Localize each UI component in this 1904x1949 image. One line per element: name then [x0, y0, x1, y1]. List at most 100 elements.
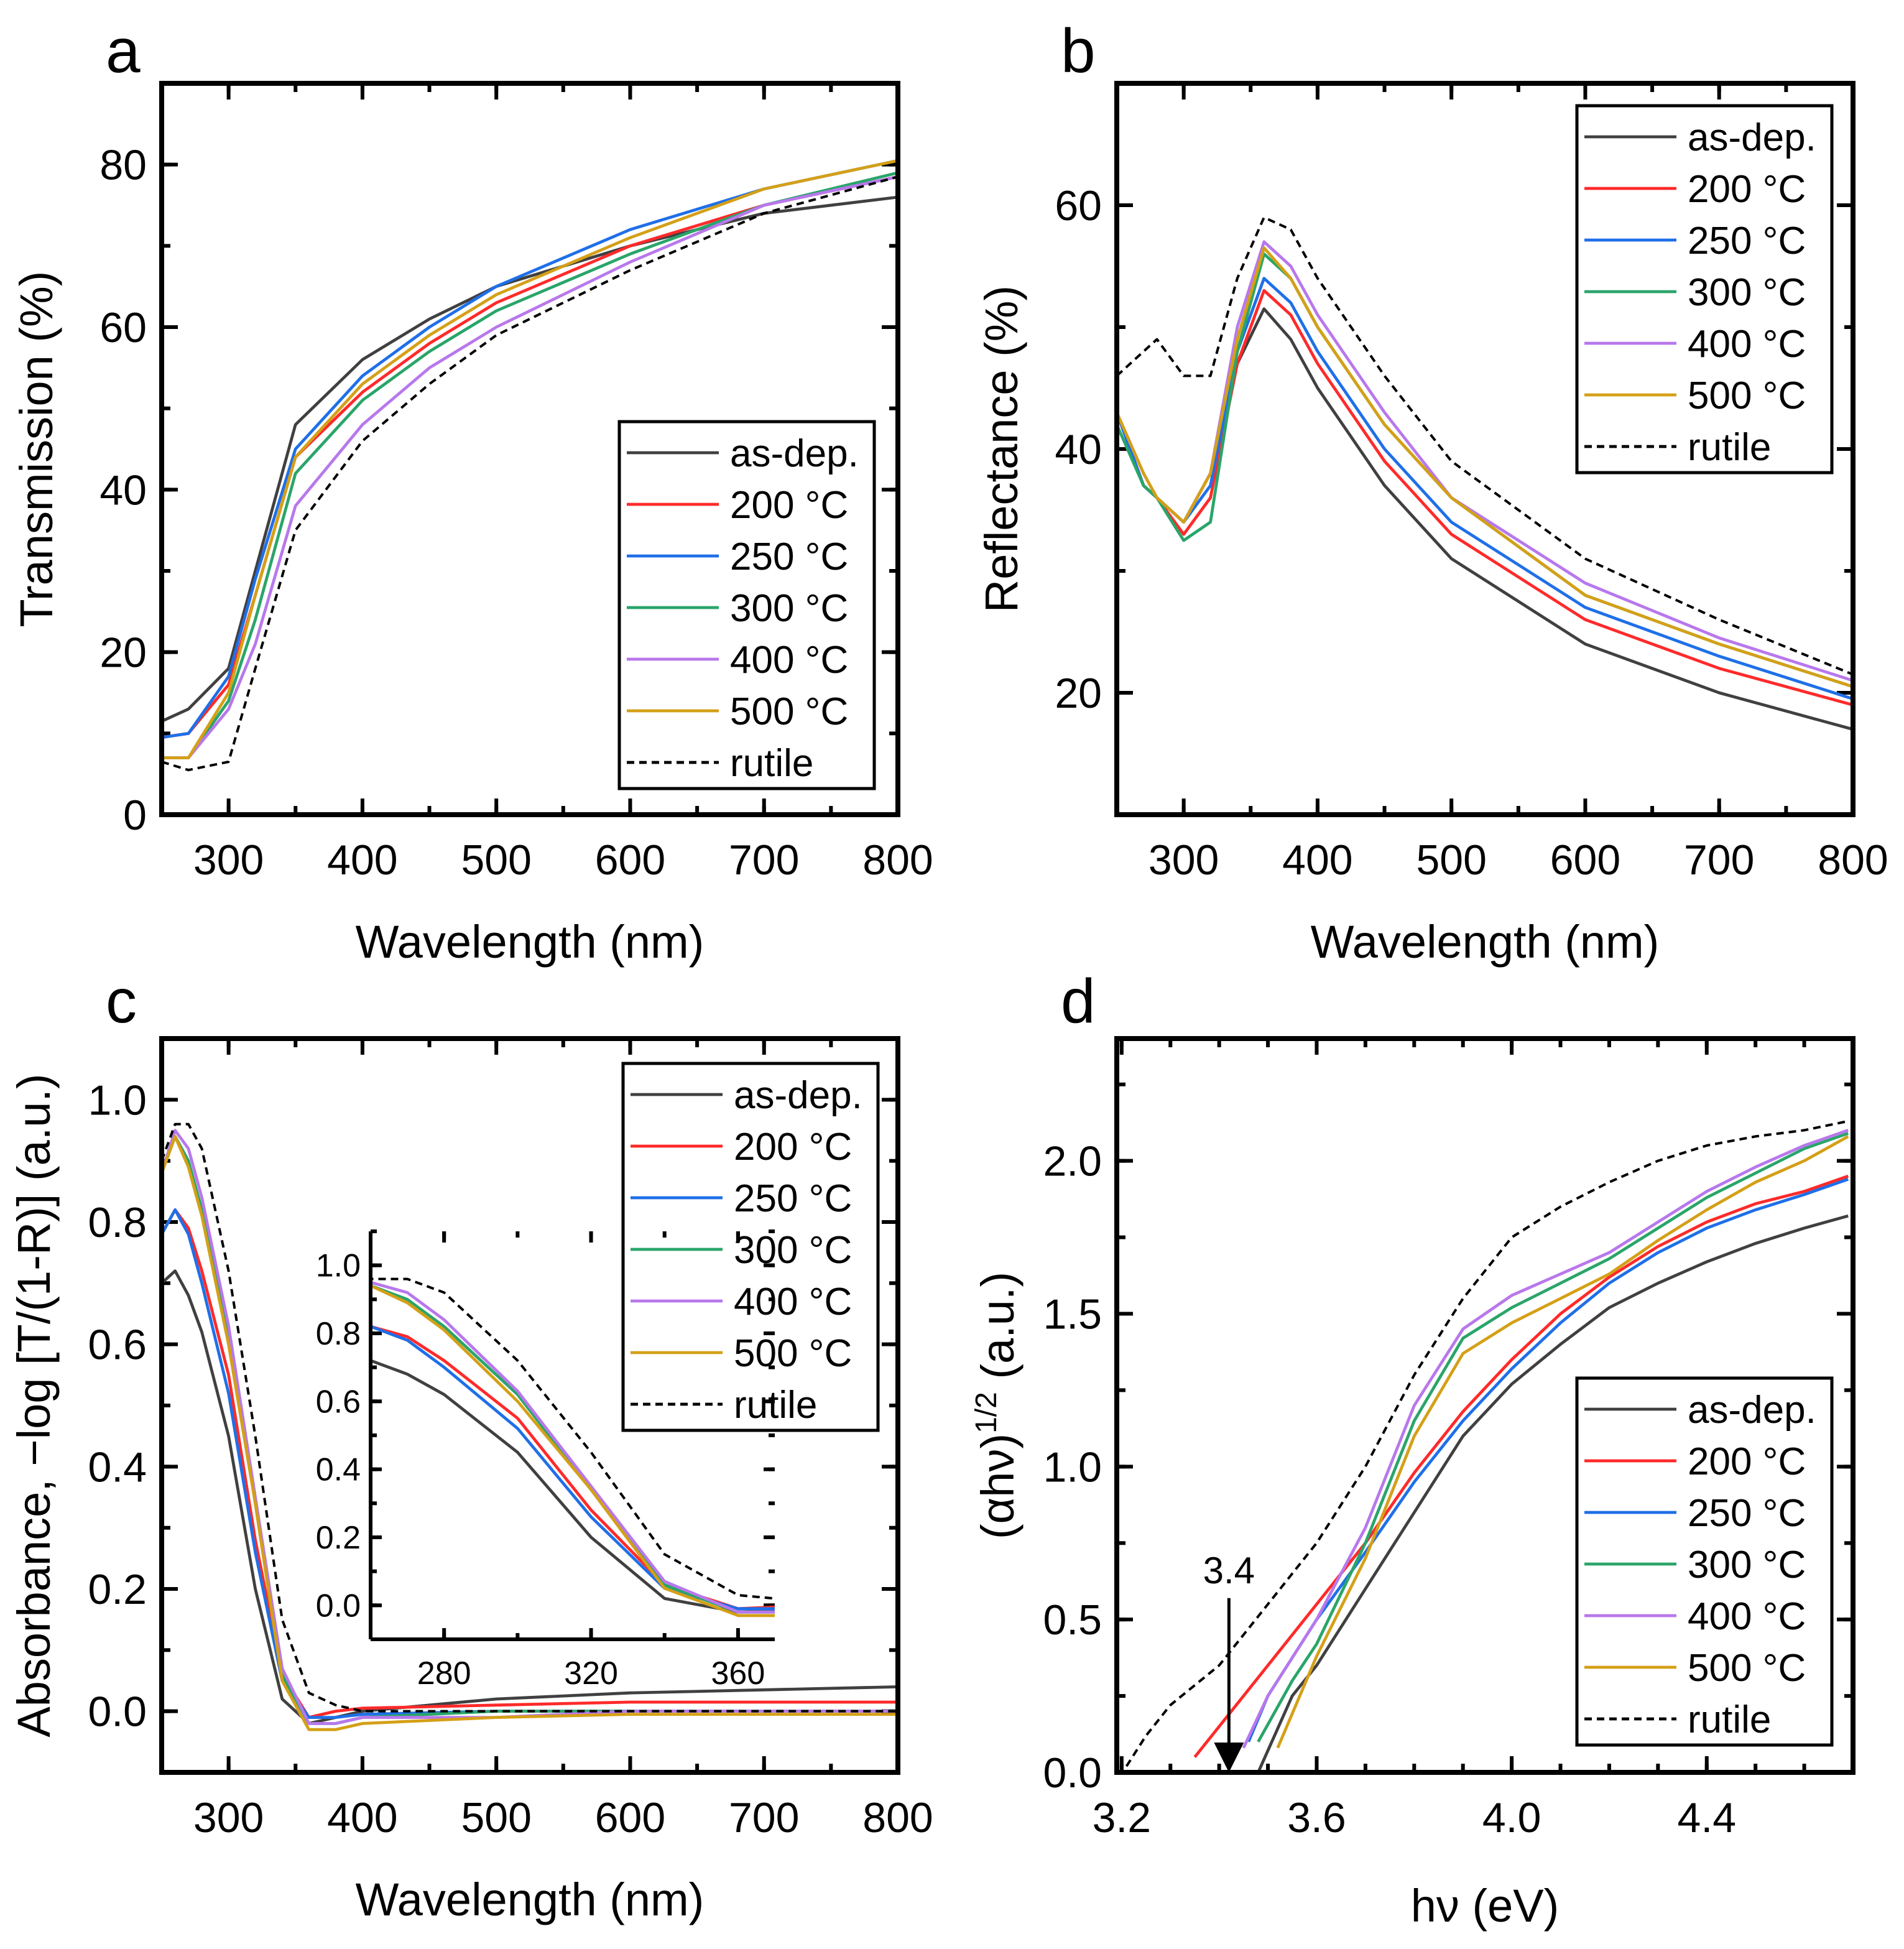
x-tick-label: 700	[1684, 836, 1754, 884]
legend-entry: rutile	[1688, 1698, 1771, 1741]
y-tick-label: 0.8	[316, 1316, 361, 1352]
y-axis-label: (αhν)1/2 (a.u.)	[970, 1272, 1024, 1539]
legend-entry: 300 °C	[1688, 1544, 1806, 1586]
y-tick-label: 1.0	[88, 1076, 147, 1124]
x-axis-label: Wavelength (nm)	[1311, 916, 1660, 968]
y-tick-label: 0.8	[88, 1199, 147, 1246]
y-tick-label: 0.6	[88, 1322, 147, 1369]
series-line-300-c	[1257, 1132, 1849, 1743]
legend-entry: 200 °C	[730, 484, 848, 527]
x-tick-label: 800	[1818, 836, 1888, 884]
legend-entry: 200 °C	[1688, 1440, 1806, 1483]
series-line-500-c	[1117, 246, 1853, 688]
y-tick-label: 60	[1055, 182, 1102, 229]
legend-box	[617, 420, 876, 790]
legend-entry: 200 °C	[734, 1126, 852, 1169]
series-line-250-c	[1247, 1177, 1849, 1743]
series-line-400-c	[162, 175, 898, 759]
legend-entry: 400 °C	[730, 639, 848, 682]
annotation-label: 3.4	[1203, 1550, 1255, 1591]
x-tick-label: 800	[862, 1794, 933, 1841]
legend-entry: 500 °C	[734, 1332, 852, 1375]
y-tick-label: 20	[1055, 670, 1102, 717]
series-line-500-c	[162, 1135, 898, 1731]
legend-entry: 250 °C	[1688, 220, 1806, 262]
y-tick-label: 0.0	[88, 1688, 147, 1736]
x-tick-label: 300	[193, 836, 264, 884]
y-tick-label: 60	[99, 304, 147, 351]
x-tick-label: 400	[327, 1794, 397, 1841]
legend: as-dep. 200 °C 250 °C 300 °C 400 °C 500 °C rut…	[617, 420, 876, 790]
series-group	[162, 159, 898, 772]
y-tick-label: 40	[99, 466, 147, 514]
x-tick-label: 800	[862, 836, 933, 884]
legend-box	[1575, 1376, 1834, 1747]
x-axis-label: Wavelength (nm)	[356, 916, 705, 968]
x-tick-label: 300	[193, 1794, 264, 1841]
plot-frame	[159, 81, 900, 817]
series-group	[1125, 1119, 1849, 1772]
legend-entry: 200 °C	[1688, 168, 1806, 211]
x-tick-label: 700	[729, 1794, 799, 1841]
legend-entry: 300 °C	[734, 1229, 852, 1272]
legend-entry: 500 °C	[730, 690, 848, 733]
annotation-arrow-head	[1214, 1743, 1244, 1772]
plot-frame	[159, 1036, 900, 1775]
x-tick-label: 3.6	[1287, 1794, 1346, 1841]
series-line-400-c	[1242, 1129, 1849, 1749]
panel-letter: d	[1061, 966, 1096, 1036]
x-tick-label: 400	[1282, 836, 1352, 884]
x-tick-label: 4.4	[1678, 1794, 1737, 1841]
series-line-rutile	[162, 175, 898, 772]
x-tick-label: 700	[729, 836, 799, 884]
y-tick-label: 0.4	[88, 1443, 147, 1491]
panel-b: b 300 400 500 600 700 800 20 40 60 Wavelength (nm)…	[976, 16, 1888, 968]
y-tick-label: 20	[99, 629, 147, 677]
x-tick-label: 500	[461, 836, 531, 884]
plot-frame	[1114, 81, 1855, 817]
series-line-as-dep	[1257, 1214, 1849, 1772]
y-tick-label: 1.5	[1043, 1291, 1102, 1338]
y-tick-label: 0.0	[1043, 1749, 1102, 1797]
series-line-rutile	[371, 1277, 775, 1600]
series-line-250-c	[162, 159, 898, 739]
series-line-400-c	[371, 1280, 775, 1614]
y-tick-label: 1.0	[316, 1248, 361, 1284]
legend-entry: as-dep.	[1688, 1389, 1816, 1432]
legend-box	[621, 1062, 880, 1432]
x-tick-label: 500	[461, 1794, 531, 1841]
series-line-300-c	[162, 171, 898, 759]
series-line-as-dep	[162, 1269, 898, 1725]
legend-entry: as-dep.	[730, 432, 859, 475]
y-axis-label: Absorbance, −log [T/(1-R)] (a.u.)	[8, 1073, 60, 1737]
panel-letter: c	[106, 966, 137, 1036]
legend-entry: as-dep.	[1688, 116, 1816, 159]
inset: 280 320 360 0.0 0.2 0.4 0.6 0.8 1.0	[316, 1229, 775, 1692]
x-tick-label: 500	[1416, 836, 1486, 884]
series-line-as-dep	[162, 195, 898, 723]
y-tick-label: 40	[1055, 426, 1102, 473]
series-line-200-c	[1193, 1174, 1849, 1758]
panel-a: a 300 400 500 600 700 800 0 20 40 60 80 Wavelength (…	[11, 16, 933, 968]
x-tick-label: 320	[564, 1655, 618, 1692]
y-axis-label-exponent: 1/2	[970, 1392, 1003, 1433]
x-tick-label: 280	[417, 1655, 471, 1692]
series-group	[162, 1123, 898, 1731]
series-line-500-c	[162, 159, 898, 759]
y-tick-label: 0.2	[316, 1520, 361, 1556]
series-line-rutile	[1125, 1119, 1849, 1767]
y-tick-label: 0.5	[1043, 1596, 1102, 1644]
legend-entry: 400 °C	[734, 1280, 852, 1323]
y-tick-label: 0	[123, 792, 147, 839]
y-tick-label: 0.2	[88, 1566, 147, 1613]
y-tick-label: 0.6	[316, 1384, 361, 1420]
legend: as-dep. 200 °C 250 °C 300 °C 400 °C 500 °C rut…	[621, 1062, 880, 1432]
x-tick-label: 600	[595, 1794, 665, 1841]
legend: as-dep. 200 °C 250 °C 300 °C 400 °C 500 °C rut…	[1575, 1376, 1834, 1747]
x-tick-label: 600	[595, 836, 665, 884]
legend-entry: 250 °C	[730, 535, 848, 578]
legend-entry: 400 °C	[1688, 323, 1806, 366]
x-tick-label: 600	[1550, 836, 1620, 884]
legend-entry: rutile	[734, 1384, 817, 1427]
